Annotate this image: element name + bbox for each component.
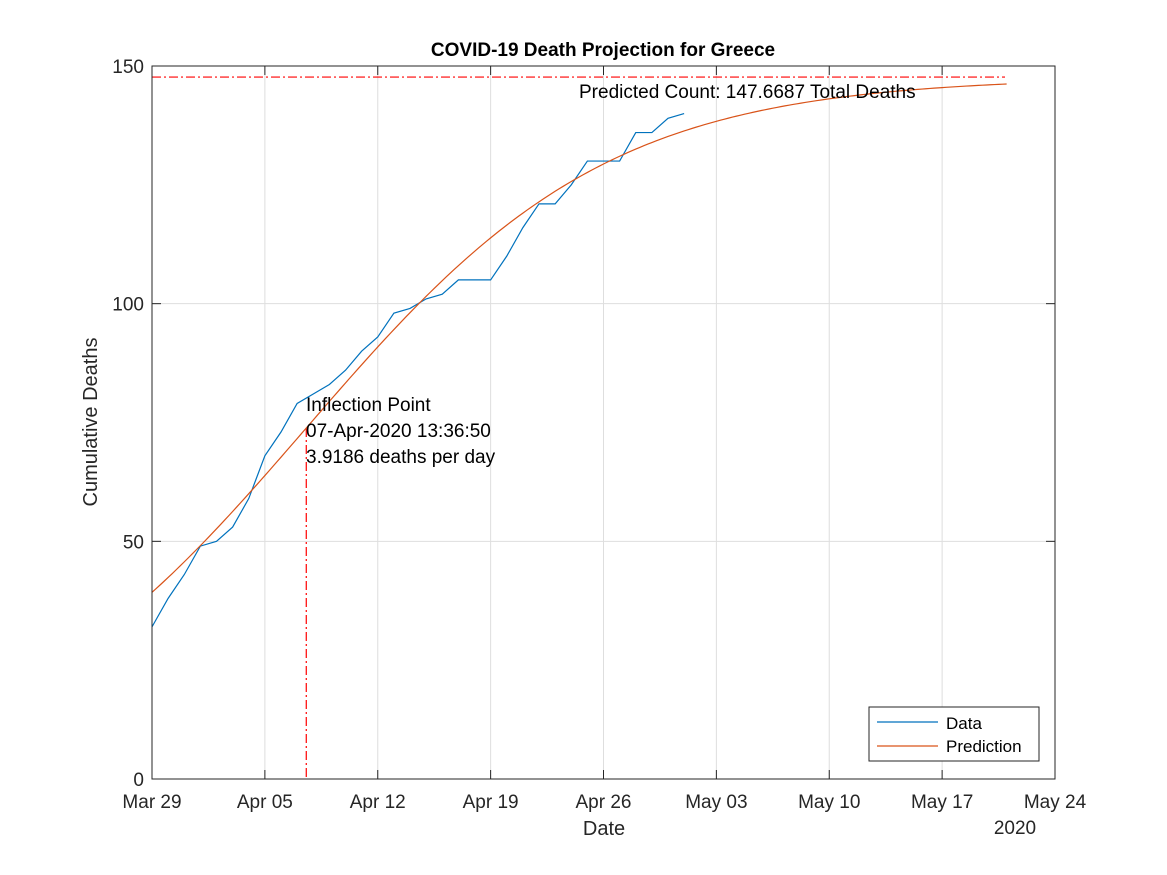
- series-prediction-line: [151, 83, 1007, 593]
- x-tick-label: May 24: [1024, 792, 1087, 813]
- x-tick-label: Apr 26: [576, 792, 632, 813]
- x-tick-labels: Mar 29 Apr 05 Apr 12 Apr 19 Apr 26 May 03 May …: [122, 792, 1086, 813]
- legend-box: [868, 706, 1040, 762]
- chart-title: COVID-19 Death Projection for Greece: [431, 40, 775, 61]
- x-axis-label: Date: [583, 818, 625, 840]
- y-tick-label: 150: [112, 57, 144, 78]
- plot-area: [151, 65, 1056, 780]
- x-tick-label: May 03: [685, 792, 747, 813]
- x-tick-label: May 17: [911, 792, 973, 813]
- y-tick-labels: 0 50 100 150: [112, 57, 144, 791]
- inflection-annotation: Inflection Point 07-Apr-2020 13:36:50 3.…: [306, 395, 496, 468]
- legend-label-prediction: Prediction: [946, 737, 1022, 756]
- y-tick-label: 100: [112, 295, 144, 316]
- y-axis-label: Cumulative Deaths: [80, 338, 102, 507]
- axis-ticks: [151, 65, 1056, 780]
- inflection-line-3: 3.9186 deaths per day: [306, 447, 496, 468]
- y-tick-label: 50: [123, 532, 144, 553]
- legend-label-data: Data: [946, 714, 982, 733]
- x-tick-label: Mar 29: [122, 792, 181, 813]
- x-tick-label: Apr 12: [350, 792, 406, 813]
- inflection-line-2: 07-Apr-2020 13:36:50: [306, 421, 491, 442]
- y-tick-label: 0: [133, 770, 144, 791]
- reference-lines: [152, 76, 1005, 779]
- x-tick-label: Apr 05: [237, 792, 293, 813]
- x-tick-label: May 10: [798, 792, 860, 813]
- x-tick-label: Apr 19: [463, 792, 519, 813]
- series-layer: [151, 83, 1007, 628]
- predicted-count-annotation: Predicted Count: 147.6687 Total Deaths: [579, 82, 916, 103]
- inflection-line-1: Inflection Point: [306, 395, 431, 416]
- legend: Data Prediction: [868, 706, 1040, 762]
- x-secondary-label: 2020: [994, 818, 1036, 839]
